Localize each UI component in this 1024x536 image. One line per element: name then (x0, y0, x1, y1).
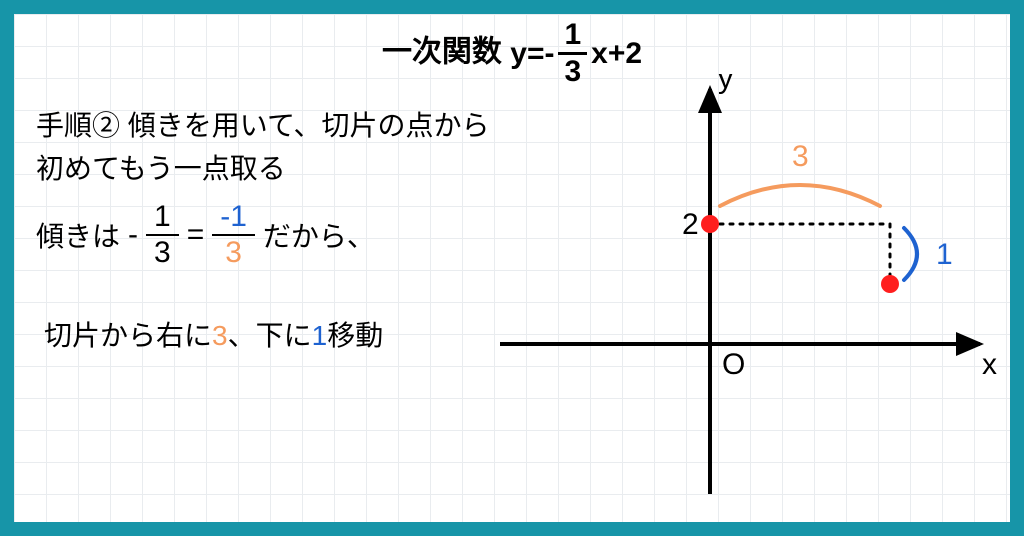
rise-label: 1 (936, 238, 953, 271)
frac-num: 1 (558, 20, 587, 55)
title-prefix: 一次関数 (382, 35, 510, 68)
slope-frac-1: 1 3 (146, 202, 179, 268)
f2-num: -1 (212, 202, 255, 236)
coordinate-graph: y x O 2 3 1 (480, 74, 1000, 504)
step-text: 手順② 傾きを用いて、切片の点から初めてもう一点取る (36, 104, 506, 191)
slope-suffix: だから、 (263, 215, 375, 255)
run-label: 3 (792, 140, 809, 173)
content-area: 一次関数 y=- 1 3 x+2 手順② 傾きを用いて、切片の点から初めてもう一… (14, 14, 1010, 522)
f1-num: 1 (146, 202, 179, 236)
move-t3: 移動 (327, 320, 383, 351)
slope-line: 傾きは - 1 3 = -1 3 だから、 (36, 202, 536, 268)
graph-svg: y x O 2 3 1 (480, 74, 1000, 504)
slope-frac-2: -1 3 (212, 202, 255, 268)
frame: 一次関数 y=- 1 3 x+2 手順② 傾きを用いて、切片の点から初めてもう一… (0, 0, 1024, 536)
move-t2: 、下に (228, 320, 312, 351)
eq-right: x+2 (591, 39, 642, 69)
move-right: 3 (212, 320, 228, 351)
move-down: 1 (312, 320, 328, 351)
slope-prefix: 傾きは (36, 215, 120, 255)
slope-equals: = (187, 218, 205, 252)
slope-minus: - (128, 218, 138, 252)
origin-label: O (722, 348, 745, 381)
f1-den: 3 (154, 236, 171, 268)
move-line: 切片から右に3、下に1移動 (44, 314, 383, 354)
move-t1: 切片から右に (44, 320, 212, 351)
intercept-label: 2 (682, 208, 699, 241)
y-axis-label: y (718, 74, 733, 95)
x-axis-label: x (982, 348, 997, 381)
eq-left: y=- (510, 39, 554, 69)
f2-den: 3 (225, 236, 242, 268)
